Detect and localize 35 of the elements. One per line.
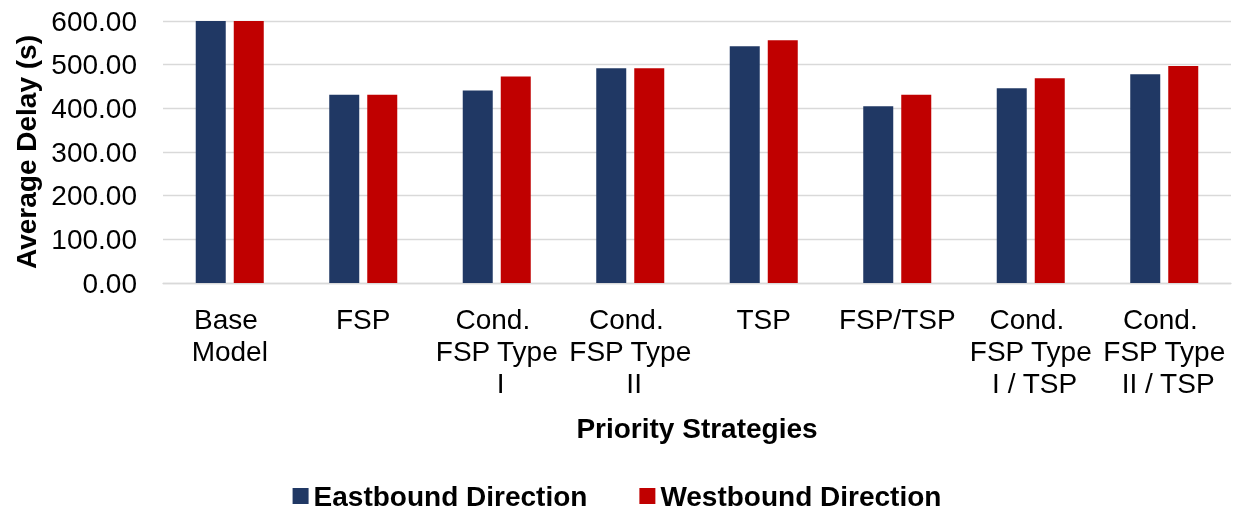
bar (329, 94, 360, 283)
y-tick-label: 400.00 (51, 92, 137, 124)
y-tick-label: 100.00 (51, 223, 137, 255)
y-tick-label: 600.00 (51, 5, 137, 37)
bar (367, 94, 398, 283)
x-tick-label: Cond. FSP Type II (569, 303, 692, 399)
x-tick-label: FSP/TSP (838, 303, 956, 335)
y-tick-label: 500.00 (51, 49, 137, 81)
bar (1034, 78, 1065, 283)
x-tick-label: Cond. FSP Type I / TSP (969, 303, 1092, 399)
x-tick-label: TSP (736, 303, 791, 335)
bar (195, 21, 226, 283)
y-tick-label: 200.00 (51, 180, 137, 212)
bar (634, 68, 665, 283)
x-tick-label: FSP (336, 303, 391, 335)
bar (1130, 74, 1161, 283)
x-tick-label: Cond. FSP Type II / TSP (1103, 303, 1226, 399)
legend-label: Eastbound Direction (313, 480, 588, 512)
bar (1168, 65, 1199, 283)
bar (500, 76, 531, 283)
x-tick-label: Cond. FSP Type I (435, 303, 558, 399)
bar (863, 106, 894, 283)
bar (596, 68, 627, 283)
x-axis-title: Priority Strategies (576, 412, 818, 444)
bar (767, 40, 798, 283)
bar (901, 94, 932, 283)
legend-label: Westbound Direction (660, 480, 942, 512)
bar (729, 46, 760, 283)
y-tick-label: 300.00 (51, 136, 137, 168)
x-tick-label: Base Model (191, 303, 268, 367)
bar (996, 88, 1027, 283)
bar (233, 21, 264, 283)
y-tick-label: 0.00 (82, 267, 137, 299)
bar (462, 90, 493, 283)
y-axis-title: Average Delay (s) (10, 35, 42, 269)
